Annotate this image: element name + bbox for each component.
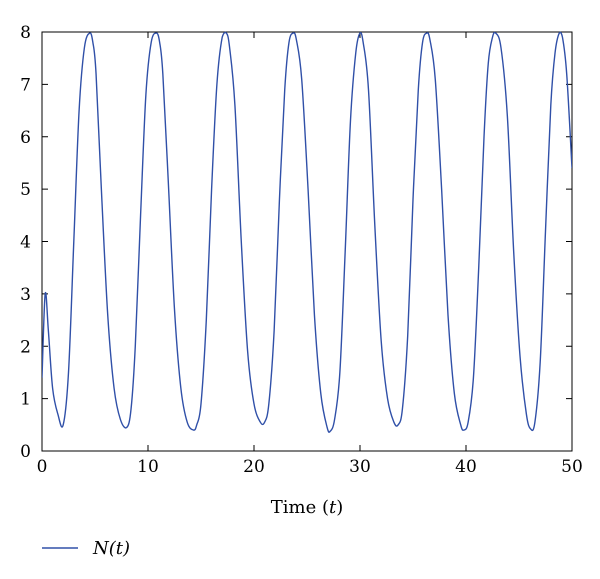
x-tick-label: 50 xyxy=(561,457,583,477)
axis-ticks xyxy=(41,31,573,452)
x-tick-label: 0 xyxy=(37,457,48,477)
series-layer xyxy=(42,31,572,433)
x-tick-label: 30 xyxy=(349,457,371,477)
x-tick-label: 10 xyxy=(137,457,159,477)
y-tick-label: 2 xyxy=(20,337,31,357)
y-tick-label: 4 xyxy=(20,233,31,253)
x-tick-label: 40 xyxy=(455,457,477,477)
y-tick-label: 1 xyxy=(20,390,31,410)
x-axis-title: Time (t) xyxy=(271,497,344,518)
y-tick-label: 0 xyxy=(20,442,31,462)
legend-label-n-t: N(t) xyxy=(92,538,130,559)
tick-labels: 0 10 20 30 40 50 0 1 2 3 4 5 6 7 8 xyxy=(20,23,583,477)
legend: N(t) xyxy=(42,538,130,559)
axes-frame xyxy=(41,31,573,452)
x-tick-label: 20 xyxy=(243,457,265,477)
y-tick-label: 3 xyxy=(20,285,31,305)
y-tick-label: 6 xyxy=(20,128,31,148)
x-axis-title-text: Time ( xyxy=(271,497,329,518)
y-tick-label: 5 xyxy=(20,180,31,200)
y-tick-label: 8 xyxy=(20,23,31,43)
plot-area: 0 10 20 30 40 50 0 1 2 3 4 5 6 7 8 xyxy=(20,23,583,477)
x-axis-title-close: ) xyxy=(336,497,343,518)
y-tick-label: 7 xyxy=(20,75,31,95)
series-line-n-t xyxy=(42,31,572,433)
x-axis-title-variable: t xyxy=(329,497,337,518)
